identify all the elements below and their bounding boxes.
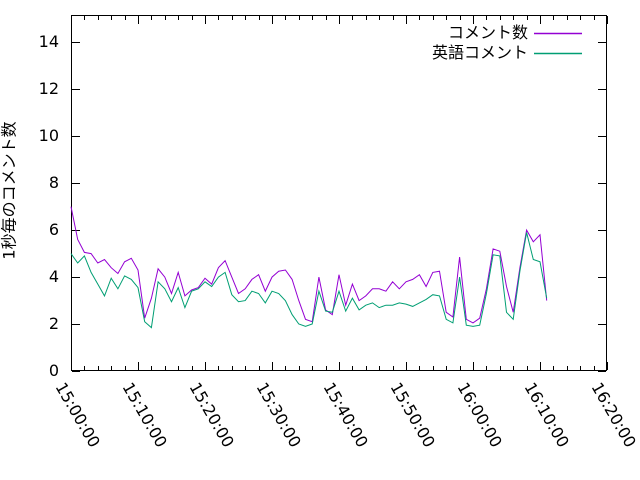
y-tick-label: 14 <box>38 32 59 52</box>
y-tick-label: 12 <box>38 79 59 99</box>
y-tick-label: 8 <box>48 173 59 193</box>
y-tick-label: 10 <box>38 126 59 146</box>
y-tick-label: 0 <box>48 361 59 380</box>
y-tick-label: 6 <box>48 220 59 240</box>
legend-label-comment-count: コメント数 <box>447 23 528 42</box>
legend-label-english-comments: 英語コメント <box>431 43 528 62</box>
series-line-1 <box>70 232 548 329</box>
y-tick-label: 4 <box>48 267 59 287</box>
plot-border <box>71 15 607 371</box>
y-tick-label: 2 <box>48 314 59 334</box>
series-line-0 <box>70 206 548 324</box>
